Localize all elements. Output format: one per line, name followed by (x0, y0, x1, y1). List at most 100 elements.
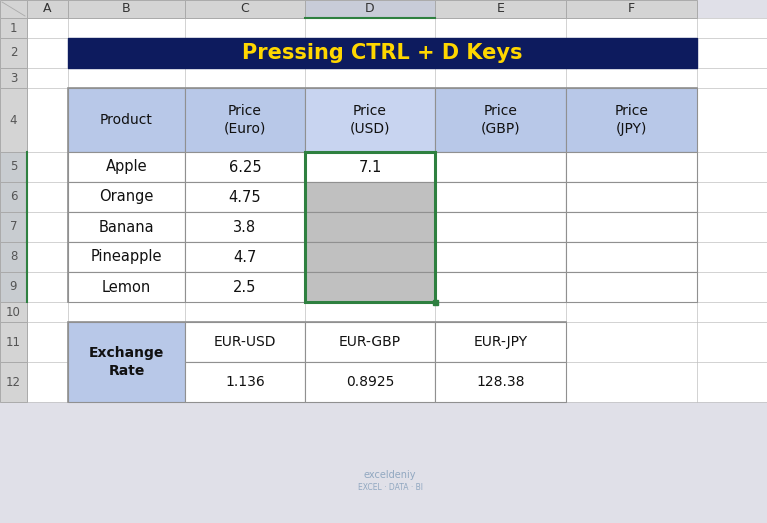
Text: 2.5: 2.5 (233, 279, 257, 294)
Bar (0, 272, 27, 302)
Text: 9: 9 (10, 280, 17, 293)
Bar (0, 38, 27, 68)
Bar (435, 272, 566, 302)
Text: 8: 8 (10, 251, 17, 264)
Bar (435, 88, 566, 152)
Bar (566, 88, 697, 152)
Bar (305, 272, 435, 302)
Text: 4.75: 4.75 (229, 189, 262, 204)
Bar (305, 152, 435, 182)
Bar (68, 272, 185, 302)
Bar (0, 152, 27, 182)
Text: 3: 3 (10, 72, 17, 85)
Text: 4: 4 (10, 113, 17, 127)
Text: 11: 11 (6, 335, 21, 348)
Bar (185, 182, 305, 212)
Bar (0, 182, 27, 212)
Bar (305, 152, 435, 302)
Bar (0, 68, 27, 88)
Text: EUR-USD: EUR-USD (214, 335, 276, 349)
Bar (185, 272, 305, 302)
Bar (566, 272, 697, 302)
Bar (435, 212, 566, 242)
Bar (305, 242, 435, 272)
Text: Exchange
Rate: Exchange Rate (89, 346, 164, 378)
Text: 6: 6 (10, 190, 17, 203)
Text: 4.7: 4.7 (233, 249, 257, 265)
Text: 5: 5 (10, 161, 17, 174)
Bar (27, 18, 767, 402)
Bar (0, 0, 27, 18)
Bar (305, 362, 435, 402)
Bar (305, 322, 435, 362)
Bar (566, 152, 697, 182)
Bar (68, 182, 185, 212)
Text: Price
(GBP): Price (GBP) (481, 105, 520, 135)
Text: 7: 7 (10, 221, 17, 233)
Bar (68, 152, 185, 182)
Text: Pressing CTRL + D Keys: Pressing CTRL + D Keys (242, 43, 523, 63)
Bar (185, 362, 305, 402)
Bar (0, 302, 27, 322)
Bar (566, 212, 697, 242)
Bar (305, 182, 435, 212)
Bar (566, 242, 697, 272)
Text: 1: 1 (10, 21, 17, 35)
Bar (185, 88, 305, 152)
Text: C: C (241, 3, 249, 16)
Text: 7.1: 7.1 (358, 160, 382, 175)
Text: B: B (122, 3, 131, 16)
Text: 6.25: 6.25 (229, 160, 262, 175)
Text: Orange: Orange (99, 189, 153, 204)
Bar (435, 0, 566, 18)
Text: EXCEL · DATA · BI: EXCEL · DATA · BI (357, 483, 423, 493)
Bar (435, 242, 566, 272)
Text: 128.38: 128.38 (476, 375, 525, 389)
Text: EUR-JPY: EUR-JPY (473, 335, 528, 349)
Bar (185, 242, 305, 272)
Bar (435, 182, 566, 212)
Bar (0, 242, 27, 272)
Bar (435, 362, 566, 402)
Text: 2: 2 (10, 47, 17, 60)
Bar (0, 18, 27, 38)
Bar (435, 152, 566, 182)
Text: Apple: Apple (106, 160, 147, 175)
Bar (68, 322, 185, 402)
Bar (305, 212, 435, 242)
Bar (0, 362, 27, 402)
Text: Banana: Banana (99, 220, 154, 234)
Bar (68, 38, 697, 68)
Bar (435, 322, 566, 362)
Text: Price
(JPY): Price (JPY) (614, 105, 648, 135)
Text: exceldeniy: exceldeniy (364, 470, 416, 480)
Text: Price
(USD): Price (USD) (350, 105, 390, 135)
Text: EUR-GBP: EUR-GBP (339, 335, 401, 349)
Bar (68, 242, 185, 272)
Bar (0, 212, 27, 242)
Text: F: F (628, 3, 635, 16)
Text: 1.136: 1.136 (225, 375, 265, 389)
Bar (433, 300, 438, 305)
Bar (68, 0, 185, 18)
Bar (305, 0, 435, 18)
Bar (68, 88, 185, 152)
Bar (305, 88, 435, 152)
Bar (566, 0, 697, 18)
Bar (68, 322, 566, 402)
Text: 3.8: 3.8 (233, 220, 257, 234)
Text: D: D (365, 3, 375, 16)
Text: 12: 12 (6, 376, 21, 389)
Bar (185, 322, 305, 362)
Text: Pineapple: Pineapple (91, 249, 163, 265)
Bar (185, 152, 305, 182)
Bar (27, 0, 68, 18)
Bar (566, 182, 697, 212)
Text: Lemon: Lemon (102, 279, 151, 294)
Bar (185, 212, 305, 242)
Text: Price
(Euro): Price (Euro) (224, 105, 266, 135)
Bar (0, 88, 27, 152)
Text: A: A (43, 3, 51, 16)
Bar (185, 0, 305, 18)
Text: 10: 10 (6, 305, 21, 319)
